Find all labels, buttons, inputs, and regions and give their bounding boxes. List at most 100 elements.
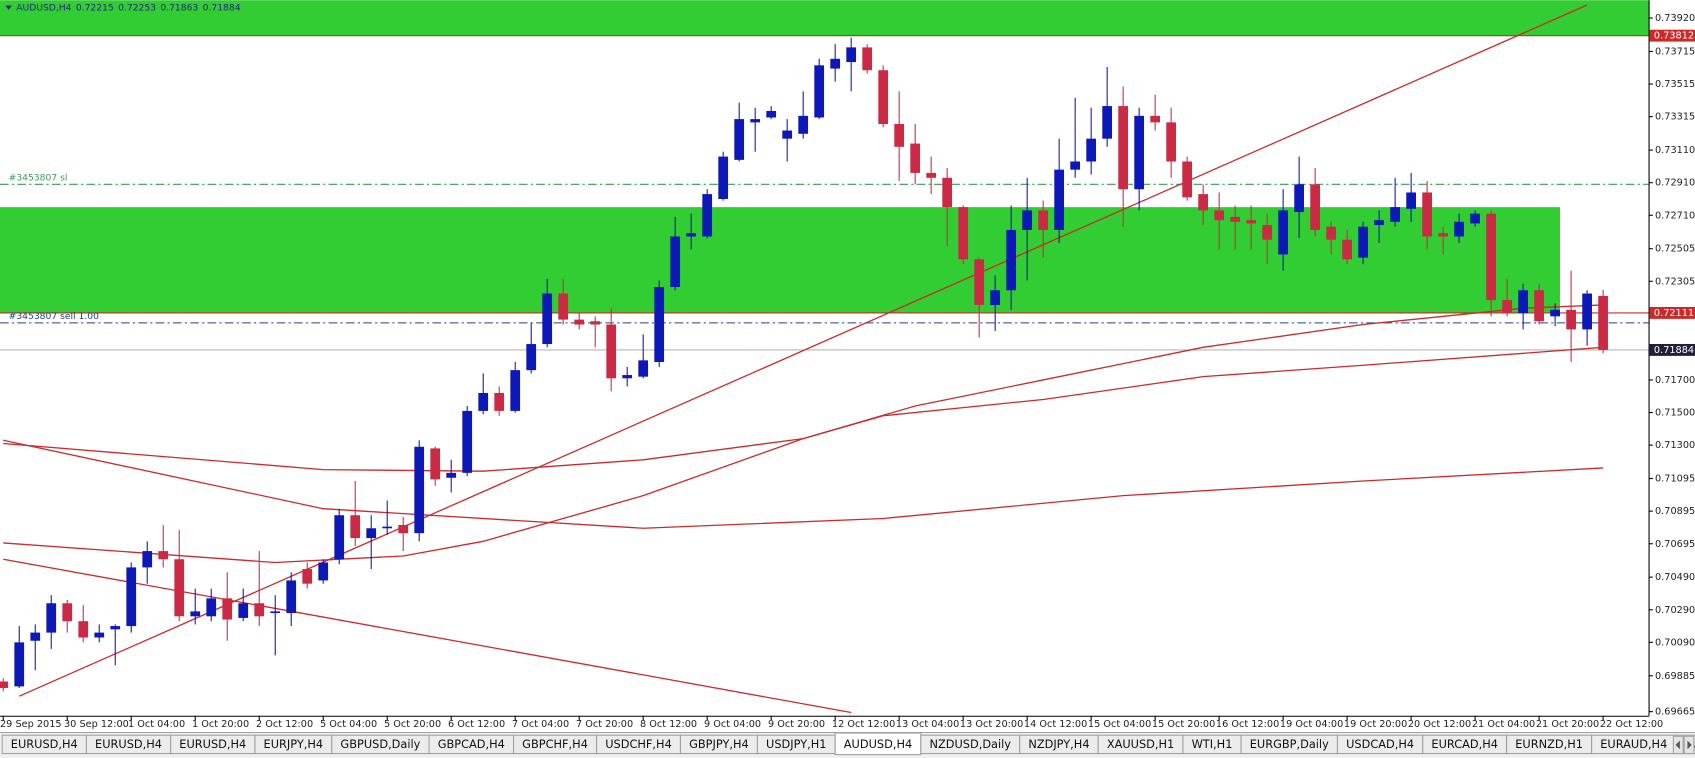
candle-body bbox=[1102, 106, 1113, 139]
candle-body bbox=[1550, 309, 1560, 317]
candle-body bbox=[446, 472, 457, 478]
candle-body bbox=[750, 119, 761, 123]
tab-label[interactable]: EURNZD,H1 bbox=[1515, 737, 1583, 751]
candle-body bbox=[1502, 300, 1512, 314]
y-tick-label: 0.69885 bbox=[1655, 671, 1695, 682]
candle-body bbox=[1070, 161, 1081, 170]
tab-label[interactable]: EURUSD,H4 bbox=[95, 737, 162, 751]
moving-average-line bbox=[3, 304, 1604, 564]
last-high: 0.72253 bbox=[118, 2, 156, 13]
candle-body bbox=[702, 194, 713, 237]
x-tick-label: 2 Oct 12:00 bbox=[256, 719, 313, 730]
x-tick-label: 5 Oct 04:00 bbox=[320, 719, 377, 730]
candle-body bbox=[1438, 233, 1448, 237]
candle-body bbox=[606, 324, 617, 379]
candle-body bbox=[830, 58, 841, 69]
y-tick-label: 0.70695 bbox=[1655, 539, 1695, 550]
candle-body bbox=[526, 344, 537, 371]
tab-label[interactable]: NZDUSD,Daily bbox=[929, 737, 1011, 751]
candle-body bbox=[974, 259, 985, 305]
x-tick-label: 30 Sep 12:00 bbox=[64, 719, 129, 730]
x-tick-label: 8 Oct 12:00 bbox=[640, 719, 697, 730]
x-tick-label: 7 Oct 04:00 bbox=[512, 719, 569, 730]
chart-info: AUDUSD,H4 0.72215 0.72253 0.71863 0.71884 bbox=[16, 2, 240, 13]
candle-body bbox=[1374, 220, 1384, 226]
x-tick-label: 20 Oct 12:00 bbox=[1408, 719, 1471, 730]
x-tick-label: 19 Oct 04:00 bbox=[1280, 719, 1343, 730]
x-tick-label: 21 Oct 20:00 bbox=[1536, 719, 1599, 730]
trend-line bbox=[3, 558, 852, 714]
candle-body bbox=[0, 681, 9, 689]
y-tick-label: 0.71500 bbox=[1655, 408, 1695, 419]
candle-body bbox=[1022, 210, 1033, 230]
candle-body bbox=[126, 567, 137, 627]
candle-body bbox=[14, 642, 25, 687]
candle-body bbox=[1310, 184, 1321, 230]
candle-body bbox=[542, 293, 553, 345]
candle-body bbox=[878, 70, 889, 124]
candle-body bbox=[1006, 229, 1017, 291]
last-open: 0.72215 bbox=[76, 2, 114, 13]
tab-label[interactable]: USDCAD,H4 bbox=[1346, 737, 1414, 751]
candle-body bbox=[462, 410, 473, 473]
tab-label[interactable]: GBPCHF,H4 bbox=[522, 737, 588, 751]
chart-header: AUDUSD,H4 0.72215 0.72253 0.71863 0.71884 bbox=[5, 2, 241, 13]
menu-arrow-icon[interactable] bbox=[5, 5, 12, 10]
candle-body bbox=[430, 448, 441, 480]
candle-body bbox=[638, 360, 649, 377]
tab-label[interactable]: EURAUD,H4 bbox=[1600, 737, 1667, 751]
tab-label[interactable]: EURUSD,H4 bbox=[11, 737, 78, 751]
candle-body bbox=[1118, 106, 1129, 190]
tab-label[interactable]: EURCAD,H4 bbox=[1431, 737, 1498, 751]
y-tick-label: 0.73715 bbox=[1655, 46, 1695, 57]
y-tick-label: 0.70290 bbox=[1655, 605, 1695, 616]
scroll-right-icon bbox=[1687, 740, 1692, 750]
x-tick-label: 6 Oct 12:00 bbox=[448, 719, 505, 730]
candle-body bbox=[574, 319, 585, 325]
x-tick-label: 22 Oct 12:00 bbox=[1600, 719, 1663, 730]
tab-label[interactable]: GBPUSD,Daily bbox=[340, 737, 420, 751]
y-tick-label: 0.73315 bbox=[1655, 112, 1695, 123]
x-tick-label: 13 Oct 04:00 bbox=[896, 719, 959, 730]
candle-body bbox=[734, 119, 745, 160]
order-level-label: #3453807 sl bbox=[9, 172, 68, 183]
tab-label[interactable]: EURUSD,H4 bbox=[179, 737, 246, 751]
candle-body bbox=[494, 392, 505, 411]
candle-body bbox=[1230, 216, 1241, 222]
candle-body bbox=[110, 626, 121, 630]
y-tick-label: 0.70895 bbox=[1655, 506, 1695, 517]
tab-label[interactable]: GBPCAD,H4 bbox=[438, 737, 505, 751]
candle-body bbox=[382, 526, 393, 529]
x-tick-label: 13 Oct 20:00 bbox=[960, 719, 1023, 730]
x-tick-label: 15 Oct 20:00 bbox=[1152, 719, 1215, 730]
tab-label[interactable]: NZDJPY,H4 bbox=[1028, 737, 1089, 751]
candle-body bbox=[1278, 210, 1289, 255]
candle-body bbox=[1086, 138, 1097, 162]
candle-body bbox=[1198, 194, 1209, 211]
tab-label[interactable]: XAUUSD,H1 bbox=[1107, 737, 1174, 751]
candle-body bbox=[1134, 115, 1145, 190]
y-tick-label: 0.72710 bbox=[1655, 210, 1695, 221]
candle-body bbox=[238, 603, 249, 618]
tab-label[interactable]: EURGBP,Daily bbox=[1250, 737, 1329, 751]
candle-body bbox=[142, 551, 153, 568]
tab-label[interactable]: WTI,H1 bbox=[1192, 737, 1233, 751]
scroll-left-icon bbox=[1675, 740, 1680, 750]
y-tick-label: 0.71300 bbox=[1655, 440, 1695, 451]
x-tick-label: 5 Oct 20:00 bbox=[384, 719, 441, 730]
tab-label[interactable]: USDJPY,H1 bbox=[766, 737, 826, 751]
x-tick-label: 21 Oct 04:00 bbox=[1472, 719, 1535, 730]
candle-body bbox=[366, 528, 377, 539]
candle-body bbox=[334, 515, 345, 560]
tab-label[interactable]: GBPJPY,H4 bbox=[689, 737, 749, 751]
y-tick-label: 0.72505 bbox=[1655, 244, 1695, 255]
tab-label[interactable]: USDCHF,H4 bbox=[605, 737, 672, 751]
candle-body bbox=[1390, 207, 1400, 222]
candle-body bbox=[158, 551, 169, 560]
tab-label[interactable]: AUDUSD,H4 bbox=[844, 737, 912, 751]
candle-body bbox=[670, 236, 681, 288]
candle-body bbox=[510, 370, 521, 411]
tab-label[interactable]: EURJPY,H4 bbox=[264, 737, 324, 751]
